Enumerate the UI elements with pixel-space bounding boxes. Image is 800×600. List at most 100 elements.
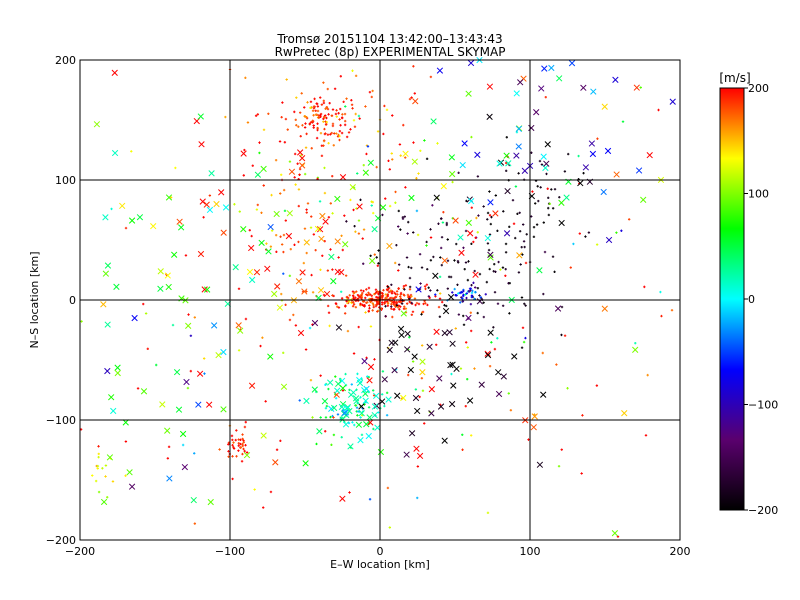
data-point-x (403, 451, 410, 458)
data-point-plus (324, 430, 327, 433)
data-point-plus (309, 100, 313, 103)
data-point-plus (352, 297, 355, 300)
data-point-x (554, 305, 562, 312)
data-point-plus (464, 341, 468, 344)
data-point-plus (310, 147, 313, 150)
data-point-plus (243, 425, 247, 429)
data-point-plus (538, 159, 542, 163)
data-point-plus (486, 511, 490, 515)
data-point-plus (262, 128, 266, 131)
data-point-x (533, 109, 540, 116)
data-point-plus (312, 124, 315, 127)
data-point-plus (368, 307, 371, 310)
data-point-x (544, 141, 551, 148)
data-point-x (183, 378, 190, 386)
data-point-plus (408, 276, 412, 280)
data-point-plus (375, 300, 379, 303)
data-point-plus (97, 445, 100, 448)
data-point-plus (391, 158, 394, 161)
colorbar-tick-label: −100 (748, 399, 778, 412)
data-point-plus (403, 288, 406, 291)
colorbar-label: [m/s] (719, 71, 750, 85)
data-point-x (635, 167, 643, 174)
data-point-x (449, 170, 456, 178)
data-point-plus (371, 389, 375, 392)
data-point-plus (560, 305, 564, 309)
data-point-plus (553, 270, 556, 274)
data-point-plus (328, 324, 331, 328)
data-point-plus (259, 344, 262, 348)
data-point-plus (340, 116, 344, 119)
data-point-plus (415, 177, 418, 180)
data-point-x (171, 251, 178, 258)
data-point-plus (508, 225, 511, 229)
data-point-plus (335, 109, 338, 112)
data-point-plus (96, 467, 99, 470)
data-point-x (504, 187, 511, 195)
data-point-x (367, 159, 374, 166)
data-point-plus (406, 293, 410, 297)
data-point-plus (659, 290, 662, 294)
data-point-x (328, 253, 335, 261)
data-point-x (400, 310, 407, 317)
data-point-plus (539, 186, 542, 189)
data-point-x (465, 90, 472, 97)
data-point-plus (280, 243, 284, 246)
data-point-x (484, 234, 491, 242)
data-point-plus (275, 448, 279, 451)
data-point-x (106, 454, 114, 461)
data-point-x (330, 404, 338, 412)
data-point-x (243, 452, 251, 459)
data-point-x (215, 352, 222, 359)
data-point-x (613, 171, 620, 178)
data-point-plus (595, 243, 599, 246)
data-point-x (487, 199, 494, 206)
data-point-x (321, 398, 329, 405)
data-point-plus (493, 347, 497, 351)
data-point-plus (509, 408, 513, 412)
data-point-plus (365, 152, 368, 156)
data-point-x (536, 461, 544, 468)
data-point-plus (391, 315, 394, 319)
data-point-plus (388, 204, 392, 208)
data-point-plus (354, 305, 358, 309)
data-point-plus (427, 295, 431, 298)
data-point-plus (425, 244, 428, 247)
data-point-plus (530, 151, 533, 154)
data-point-plus (478, 294, 481, 297)
data-point-plus (473, 367, 476, 370)
data-point-plus (224, 115, 227, 119)
data-point-x (93, 121, 101, 128)
data-point-plus (237, 442, 240, 445)
data-point-plus (376, 296, 380, 299)
data-point-plus (282, 272, 285, 275)
data-point-plus (124, 474, 127, 477)
data-point-plus (412, 65, 415, 68)
data-point-plus (189, 334, 193, 337)
x-axis-ticks: −200 −100 0 100 200 (65, 545, 691, 558)
data-point-plus (338, 118, 341, 121)
data-point-plus (292, 313, 295, 317)
data-point-plus (417, 302, 421, 306)
data-point-plus (486, 211, 490, 215)
data-point-plus (325, 120, 328, 124)
data-point-plus (250, 234, 253, 238)
data-point-plus (365, 288, 368, 291)
data-point-plus (469, 302, 473, 306)
data-point-plus (166, 457, 170, 460)
data-point-plus (436, 142, 439, 145)
data-point-plus (404, 186, 407, 189)
data-point-x (335, 324, 343, 331)
data-point-x (601, 305, 608, 312)
data-point-plus (417, 172, 420, 175)
data-point-plus (469, 434, 473, 437)
data-point-x (467, 197, 475, 205)
data-point-x (538, 85, 545, 92)
data-point-plus (331, 108, 335, 111)
data-point-plus (577, 154, 580, 158)
data-point-plus (311, 291, 315, 294)
data-point-plus (189, 369, 193, 373)
data-point-plus (321, 254, 324, 257)
data-point-x (467, 59, 475, 67)
data-point-plus (301, 124, 304, 127)
